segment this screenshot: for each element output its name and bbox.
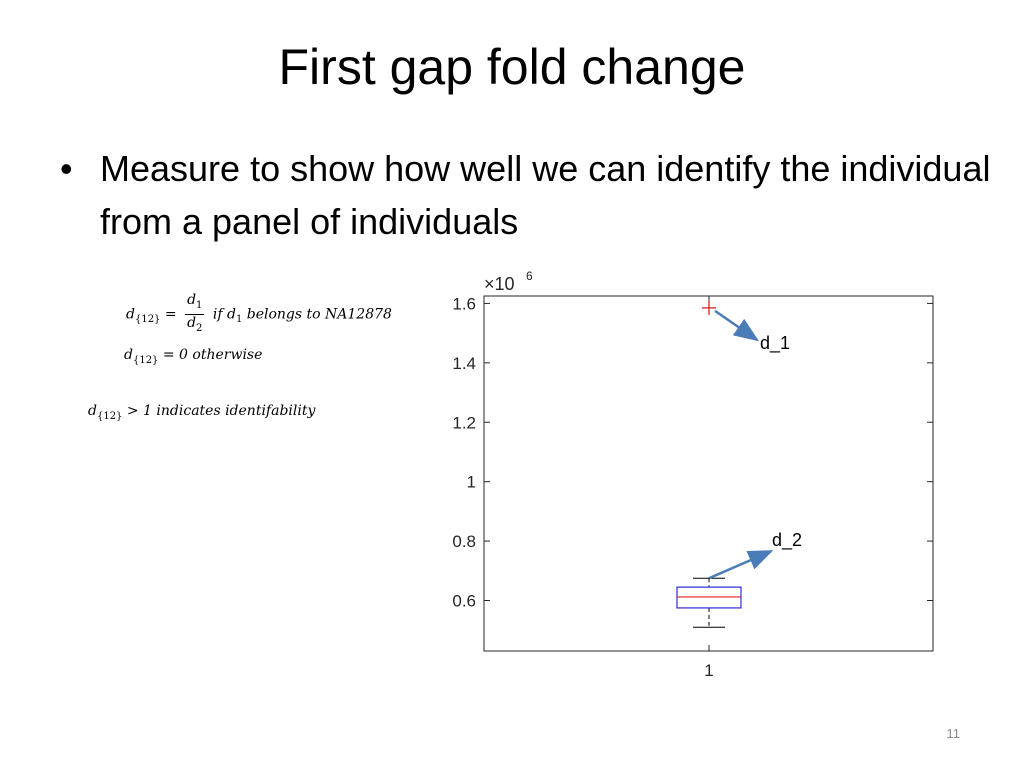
fraction-denominator: d2 — [187, 314, 203, 334]
formula-lhs-subscript: {12} — [134, 314, 161, 326]
annotation-d1: d_1 — [760, 333, 790, 354]
arrow-d2 — [708, 550, 774, 580]
y-tick-label: 0.6 — [452, 591, 476, 610]
x-tick-label: 1 — [704, 661, 713, 680]
formula-condition-subscript: 1 — [235, 314, 243, 326]
formula-condition-rest: belongs to NA12878 — [246, 306, 392, 323]
y-tick-label: 1.6 — [452, 294, 476, 313]
y-exponent-power: 6 — [526, 269, 533, 283]
bullet-text: Measure to show how well we can identify… — [100, 148, 991, 242]
y-tick-label: 0.8 — [452, 532, 476, 551]
formula-equals: = — [164, 306, 177, 323]
y-tick-label: 1 — [467, 473, 476, 492]
formula-definition: d{12} = d1 d2 if d1 belongs to NA12878 — [126, 292, 392, 337]
annotation-d2: d_2 — [772, 530, 802, 551]
y-exponent-label: ×10 — [484, 274, 515, 294]
plot-frame — [483, 295, 934, 652]
formula-fraction: d1 d2 — [185, 292, 205, 337]
formula-condition-if: if d — [212, 306, 236, 323]
formula-otherwise: d{12} = 0 otherwise — [124, 347, 263, 366]
y-tick-label: 1.2 — [452, 413, 476, 432]
bullet-dot: • — [60, 148, 73, 189]
y-tick-label: 1.4 — [452, 354, 476, 373]
formula-identifiability: d{12} > 1 indicates identifability — [88, 403, 316, 422]
formula-lhs: d — [126, 306, 135, 323]
arrow-d1 — [714, 309, 760, 342]
fraction-numerator: d1 — [185, 292, 205, 315]
page-number: 11 — [946, 726, 961, 741]
slide-title: First gap fold change — [278, 39, 746, 95]
formula-otherwise-text: = 0 otherwise — [162, 347, 263, 363]
formula-identifiability-text: > 1 indicates identifability — [126, 403, 316, 419]
